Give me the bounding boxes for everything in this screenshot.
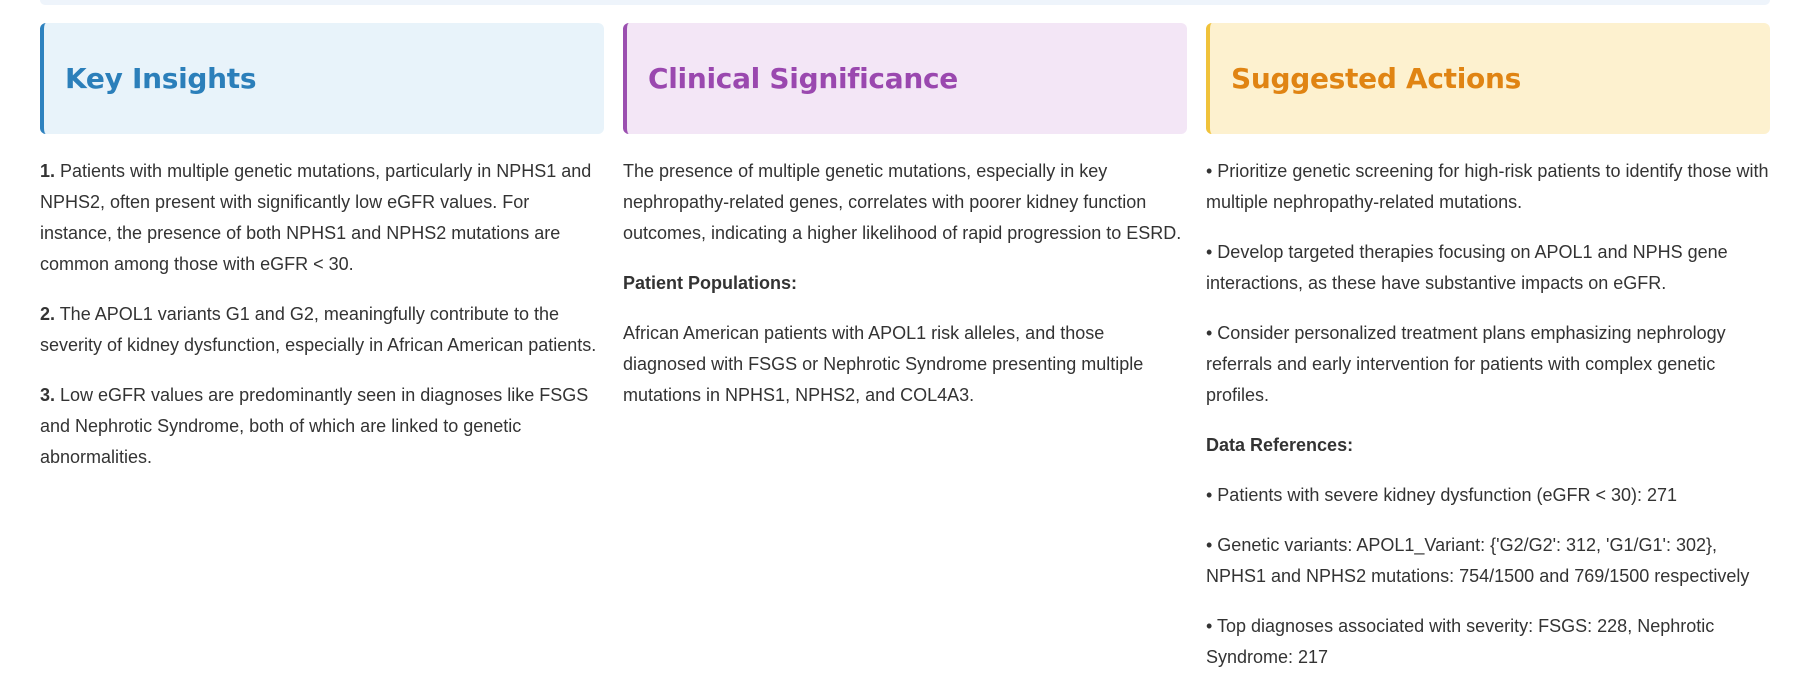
insight-number: 3. bbox=[40, 385, 56, 405]
clinical-significance-header: Clinical Significance bbox=[623, 23, 1187, 134]
suggested-actions-title: Suggested Actions bbox=[1231, 62, 1521, 95]
key-insights-card: Key Insights 1. Patients with multiple g… bbox=[40, 23, 604, 692]
key-insights-body: 1. Patients with multiple genetic mutati… bbox=[40, 134, 604, 473]
action-item: • Consider personalized treatment plans … bbox=[1206, 323, 1726, 405]
clinical-significance-title: Clinical Significance bbox=[648, 62, 958, 95]
top-divider bbox=[40, 0, 1770, 5]
clinical-paragraph: The presence of multiple genetic mutatio… bbox=[623, 161, 1182, 243]
insight-item: 3. Low eGFR values are predominantly see… bbox=[40, 380, 604, 473]
key-insights-title: Key Insights bbox=[65, 62, 257, 95]
clinical-significance-body: The presence of multiple genetic mutatio… bbox=[623, 134, 1187, 411]
suggested-actions-card: Suggested Actions • Prioritize genetic s… bbox=[1206, 23, 1770, 692]
patient-populations-text: African American patients with APOL1 ris… bbox=[623, 323, 1144, 405]
action-item: • Develop targeted therapies focusing on… bbox=[1206, 242, 1728, 293]
suggested-actions-header: Suggested Actions bbox=[1206, 23, 1770, 134]
reference-item: • Top diagnoses associated with severity… bbox=[1206, 616, 1715, 667]
data-references-heading: Data References: bbox=[1206, 435, 1354, 455]
insight-text: Low eGFR values are predominantly seen i… bbox=[40, 385, 589, 467]
clinical-significance-card: Clinical Significance The presence of mu… bbox=[623, 23, 1187, 692]
insight-number: 2. bbox=[40, 304, 56, 324]
reference-item: • Genetic variants: APOL1_Variant: {'G2/… bbox=[1206, 535, 1750, 586]
key-insights-header: Key Insights bbox=[40, 23, 604, 134]
cards-row: Key Insights 1. Patients with multiple g… bbox=[40, 23, 1770, 692]
insight-text: Patients with multiple genetic mutations… bbox=[40, 161, 592, 274]
insight-item: 1. Patients with multiple genetic mutati… bbox=[40, 156, 604, 280]
reference-item: • Patients with severe kidney dysfunctio… bbox=[1206, 485, 1678, 505]
action-item: • Prioritize genetic screening for high-… bbox=[1206, 161, 1769, 212]
suggested-actions-body: • Prioritize genetic screening for high-… bbox=[1206, 134, 1770, 673]
patient-populations-heading: Patient Populations: bbox=[623, 273, 798, 293]
insight-text: The APOL1 variants G1 and G2, meaningful… bbox=[40, 304, 597, 355]
insight-item: 2. The APOL1 variants G1 and G2, meaning… bbox=[40, 299, 604, 361]
insight-number: 1. bbox=[40, 161, 56, 181]
